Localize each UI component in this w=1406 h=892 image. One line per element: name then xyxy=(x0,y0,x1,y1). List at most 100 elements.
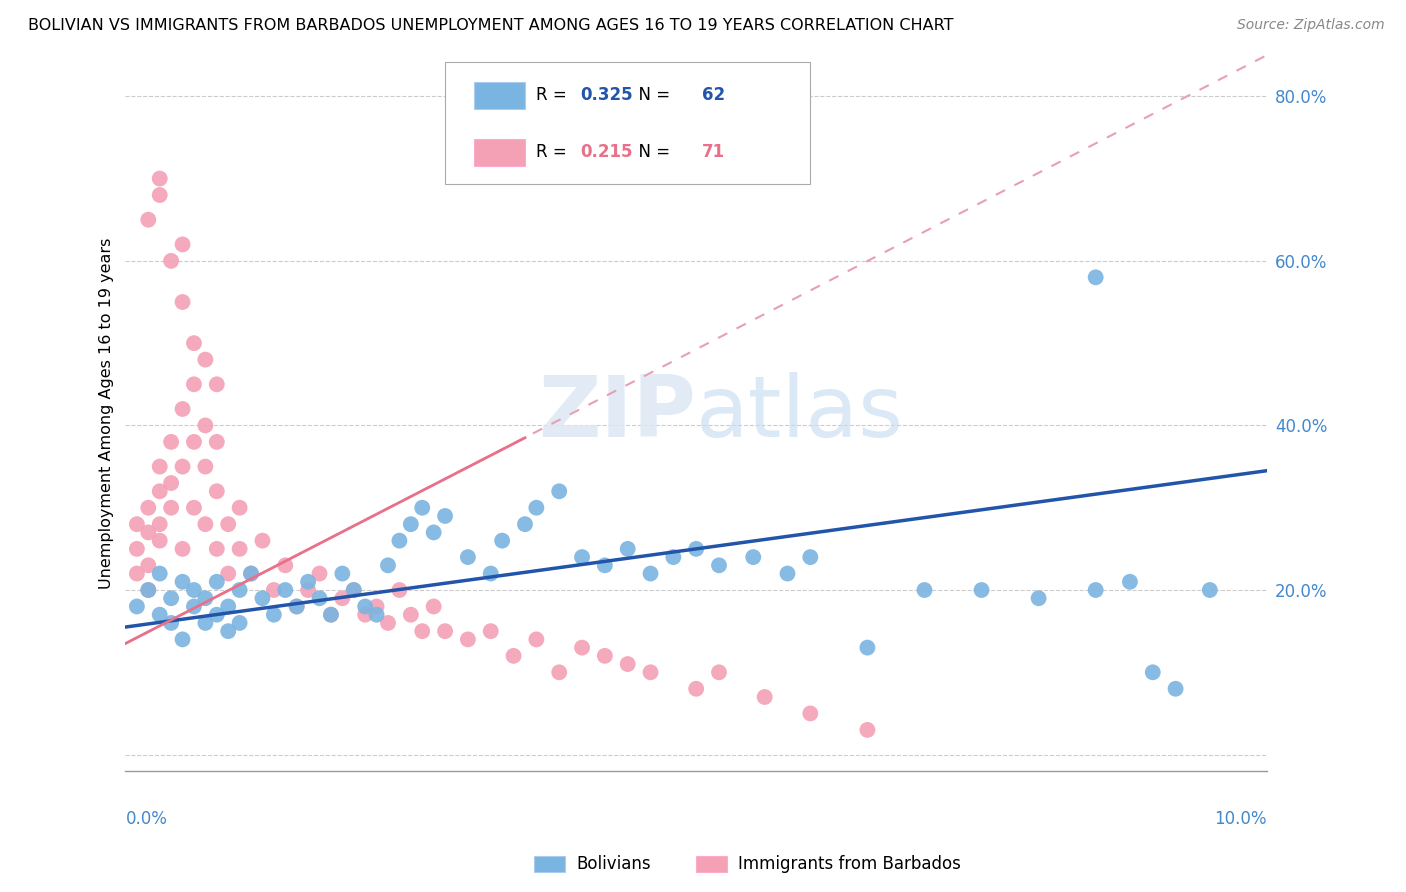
Y-axis label: Unemployment Among Ages 16 to 19 years: Unemployment Among Ages 16 to 19 years xyxy=(100,237,114,589)
Point xyxy=(548,484,571,499)
Point xyxy=(319,607,342,622)
Point xyxy=(194,352,217,367)
Point xyxy=(285,599,308,614)
Point xyxy=(217,624,239,639)
Point xyxy=(172,295,194,310)
Point xyxy=(754,690,776,704)
Point xyxy=(285,599,308,614)
Point xyxy=(1084,582,1107,597)
Point xyxy=(205,541,228,556)
Point xyxy=(457,550,479,565)
Point xyxy=(422,599,444,614)
Text: N =: N = xyxy=(627,86,675,103)
Point xyxy=(149,188,172,202)
Point xyxy=(183,582,205,597)
Point xyxy=(914,582,936,597)
Point xyxy=(263,582,285,597)
Point xyxy=(149,607,172,622)
Point xyxy=(149,484,172,499)
Point xyxy=(228,582,250,597)
Point xyxy=(125,599,148,614)
Point xyxy=(1198,582,1220,597)
Point xyxy=(330,566,353,581)
Point xyxy=(366,607,388,622)
Point xyxy=(183,434,205,449)
Point xyxy=(228,541,250,556)
Text: R =: R = xyxy=(536,143,572,161)
Point xyxy=(513,517,536,532)
Point xyxy=(616,657,638,671)
Point xyxy=(205,434,228,449)
Point xyxy=(136,582,159,597)
Point xyxy=(252,591,274,606)
FancyBboxPatch shape xyxy=(446,62,810,184)
Point xyxy=(640,566,662,581)
Point xyxy=(548,665,571,680)
Point xyxy=(149,517,172,532)
Point xyxy=(194,459,217,474)
Point xyxy=(297,574,319,589)
Point xyxy=(366,599,388,614)
Point xyxy=(160,591,183,606)
Point xyxy=(160,434,183,449)
Point xyxy=(149,533,172,548)
Point xyxy=(194,615,217,630)
Point xyxy=(434,508,457,523)
Point xyxy=(856,640,879,655)
Point xyxy=(1142,665,1164,680)
Point xyxy=(125,517,148,532)
Point xyxy=(172,541,194,556)
Point xyxy=(160,615,183,630)
Point xyxy=(263,607,285,622)
Point xyxy=(1084,270,1107,285)
Point xyxy=(593,558,616,573)
Point xyxy=(274,558,297,573)
Point xyxy=(149,566,172,581)
Point xyxy=(377,615,399,630)
Text: ZIP: ZIP xyxy=(538,372,696,455)
Point xyxy=(217,599,239,614)
Point xyxy=(274,582,297,597)
Point xyxy=(422,525,444,540)
Point xyxy=(970,582,993,597)
Text: 71: 71 xyxy=(702,143,725,161)
Point xyxy=(1028,591,1050,606)
Point xyxy=(457,632,479,647)
Point xyxy=(149,171,172,186)
Point xyxy=(491,533,513,548)
Point xyxy=(685,541,707,556)
Point xyxy=(172,632,194,647)
Point xyxy=(776,566,799,581)
Point xyxy=(228,500,250,515)
Point xyxy=(183,599,205,614)
Point xyxy=(136,525,159,540)
Point xyxy=(308,591,330,606)
Point xyxy=(205,484,228,499)
Point xyxy=(1164,681,1187,696)
Point xyxy=(194,591,217,606)
Point xyxy=(479,566,502,581)
Point xyxy=(742,550,765,565)
Point xyxy=(217,517,239,532)
Point xyxy=(1119,574,1142,589)
Text: 62: 62 xyxy=(702,86,725,103)
Point xyxy=(799,550,821,565)
Point xyxy=(502,648,524,663)
Point xyxy=(707,558,730,573)
Point xyxy=(571,550,593,565)
Point xyxy=(183,377,205,392)
Text: atlas: atlas xyxy=(696,372,904,455)
Point xyxy=(205,377,228,392)
Bar xyxy=(474,139,524,166)
Point xyxy=(125,541,148,556)
Point xyxy=(136,582,159,597)
Point xyxy=(228,615,250,630)
Point xyxy=(125,566,148,581)
Point xyxy=(172,459,194,474)
Point xyxy=(194,517,217,532)
Text: R =: R = xyxy=(536,86,572,103)
Text: N =: N = xyxy=(627,143,675,161)
Point xyxy=(799,706,821,721)
Point xyxy=(524,500,547,515)
Text: 10.0%: 10.0% xyxy=(1215,810,1267,828)
